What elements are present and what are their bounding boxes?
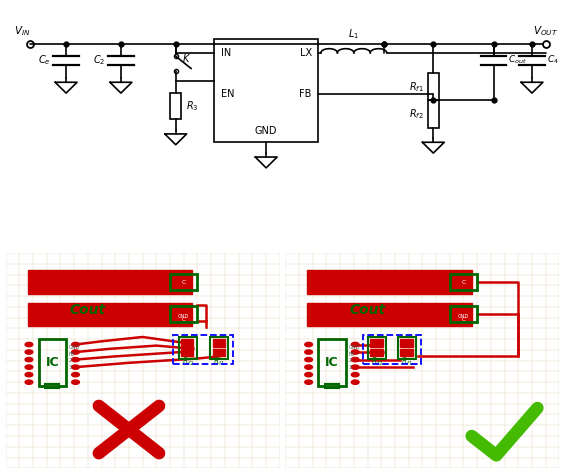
Bar [181, 349, 193, 356]
Bar [401, 339, 413, 347]
Text: GND: GND [69, 345, 80, 350]
Text: EN: EN [221, 89, 234, 99]
Bar [450, 273, 477, 289]
Ellipse shape [25, 350, 33, 354]
Text: $C_{out}$: $C_{out}$ [508, 54, 527, 66]
Ellipse shape [25, 380, 33, 385]
Bar [450, 306, 477, 322]
Text: $R_{f2}$: $R_{f2}$ [371, 355, 383, 368]
Bar [38, 339, 66, 386]
Text: FB: FB [69, 352, 75, 357]
Bar [210, 337, 228, 359]
Ellipse shape [305, 350, 312, 354]
Bar [325, 385, 339, 387]
Bar [28, 270, 192, 294]
Text: $L_1$: $L_1$ [348, 27, 359, 42]
Bar [170, 306, 198, 322]
Bar [401, 349, 413, 356]
Text: GND: GND [255, 126, 277, 136]
Ellipse shape [72, 365, 79, 369]
Text: IC: IC [45, 356, 59, 369]
Bar [212, 349, 225, 356]
Text: $V_{IN}$: $V_{IN}$ [14, 24, 31, 38]
Bar [363, 335, 421, 364]
Text: 3: 3 [69, 365, 72, 369]
Bar [45, 385, 59, 387]
Bar [428, 100, 439, 128]
Text: $R_3$: $R_3$ [185, 99, 198, 113]
Ellipse shape [305, 342, 312, 347]
Ellipse shape [25, 365, 33, 369]
Text: K: K [182, 53, 189, 64]
Text: 2: 2 [69, 358, 72, 363]
Bar [28, 303, 192, 326]
Ellipse shape [351, 350, 359, 354]
Text: $C_4$: $C_4$ [547, 54, 559, 66]
Bar [212, 339, 225, 347]
Text: IN: IN [221, 48, 231, 58]
Bar [170, 93, 181, 119]
Bar [307, 270, 472, 294]
Text: FB: FB [349, 352, 354, 357]
Ellipse shape [25, 358, 33, 362]
Text: C: C [461, 280, 466, 285]
Text: 2: 2 [349, 358, 351, 363]
Text: $R_{f1}$: $R_{f1}$ [408, 80, 423, 94]
Text: C: C [182, 317, 186, 322]
Text: $R_{f1}$: $R_{f1}$ [401, 355, 413, 368]
Ellipse shape [72, 380, 79, 385]
Ellipse shape [351, 342, 359, 347]
Ellipse shape [25, 373, 33, 377]
Text: $R_{f1}$: $R_{f1}$ [214, 355, 225, 368]
Text: GND: GND [178, 314, 189, 319]
Bar [181, 339, 193, 347]
Text: C: C [462, 317, 466, 322]
Ellipse shape [351, 365, 359, 369]
Text: $R_{f2}$: $R_{f2}$ [408, 107, 423, 121]
Bar [307, 303, 472, 326]
Ellipse shape [351, 358, 359, 362]
Ellipse shape [72, 373, 79, 377]
Bar [170, 273, 198, 289]
Ellipse shape [305, 380, 312, 385]
Text: GND: GND [458, 314, 469, 319]
Text: FB: FB [299, 89, 312, 99]
Ellipse shape [351, 380, 359, 385]
Text: $C_e$: $C_e$ [38, 53, 51, 67]
Ellipse shape [305, 358, 312, 362]
Ellipse shape [305, 365, 312, 369]
Bar [370, 349, 383, 356]
Bar [318, 339, 346, 386]
Ellipse shape [72, 342, 79, 347]
Text: C: C [181, 280, 186, 285]
Text: $R_{f2}$: $R_{f2}$ [182, 355, 194, 368]
Ellipse shape [72, 358, 79, 362]
Text: GND: GND [349, 345, 359, 350]
Text: IC: IC [325, 356, 339, 369]
Ellipse shape [72, 350, 79, 354]
Bar [398, 337, 416, 359]
Ellipse shape [25, 342, 33, 347]
Text: 3: 3 [349, 365, 351, 369]
Text: LX: LX [299, 48, 312, 58]
Text: Cout: Cout [350, 303, 385, 317]
Text: $C_2$: $C_2$ [93, 53, 106, 67]
Bar [179, 337, 197, 359]
Bar [370, 339, 383, 347]
Bar [173, 335, 233, 364]
Bar [214, 39, 318, 142]
Ellipse shape [305, 373, 312, 377]
Ellipse shape [351, 373, 359, 377]
Bar [428, 73, 439, 100]
Text: $V_{OUT}$: $V_{OUT}$ [533, 24, 558, 38]
Bar [368, 337, 386, 359]
Text: Cout: Cout [70, 303, 106, 317]
